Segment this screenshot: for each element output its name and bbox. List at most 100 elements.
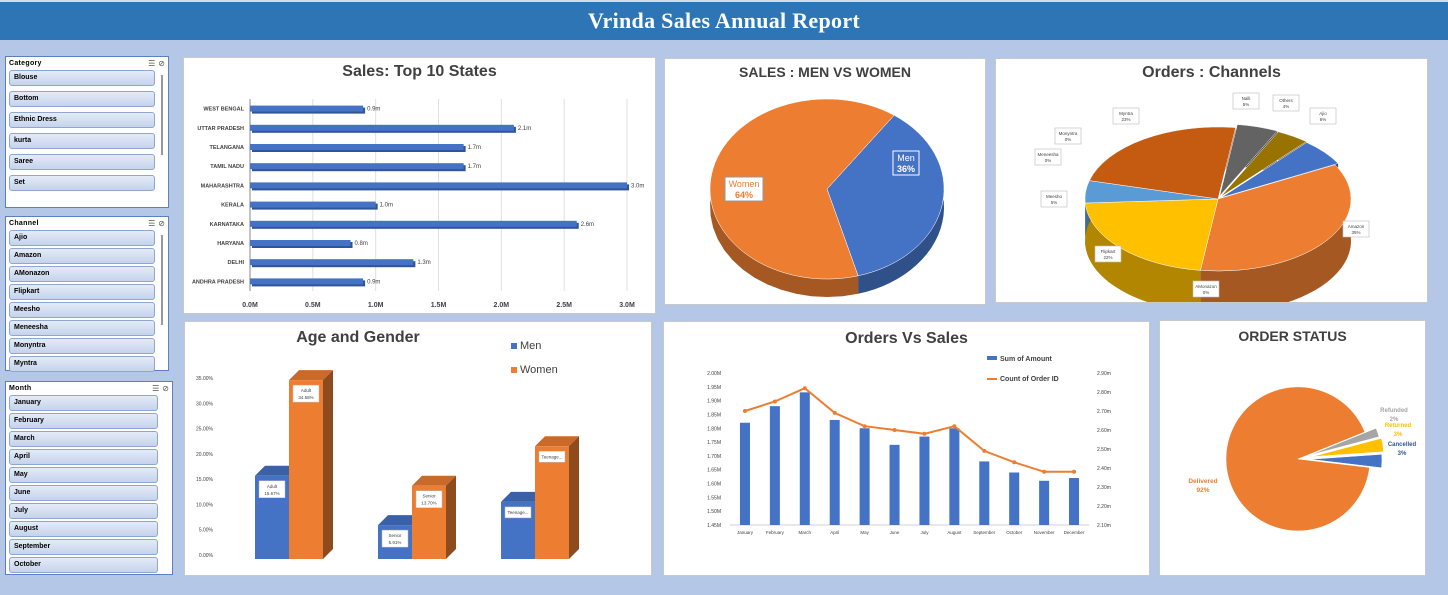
- category-items: Blouse Bottom Ethnic Dress kurta Saree Set: [6, 70, 168, 191]
- x-tick-label: December: [1064, 530, 1085, 535]
- slicer-item-myntra[interactable]: Myntra: [9, 356, 155, 372]
- slicer-item-set[interactable]: Set: [9, 175, 155, 191]
- bar-month: [859, 428, 870, 525]
- channel-label-name: Meesho: [1046, 194, 1063, 199]
- status-slice-cancelled: [1309, 454, 1383, 469]
- line-point: [952, 424, 957, 429]
- slicer-item-june[interactable]: June: [9, 485, 158, 501]
- slicer-item-september[interactable]: September: [9, 539, 158, 555]
- multi-select-icon[interactable]: ☰: [148, 58, 156, 68]
- category-label: WEST BENGAL: [203, 107, 244, 113]
- y-right-tick: 2.50m: [1097, 447, 1111, 453]
- data-label-box: [258, 480, 286, 499]
- slicer-item-july[interactable]: July: [9, 503, 158, 519]
- line-point: [1042, 469, 1047, 474]
- slicer-item-ajio[interactable]: Ajio: [9, 230, 155, 246]
- slicer-item-ethnic-dress[interactable]: Ethnic Dress: [9, 112, 155, 128]
- bar: [250, 163, 464, 170]
- slicer-item-march[interactable]: March: [9, 431, 158, 447]
- data-label-box: [292, 384, 320, 403]
- slicer-item-august[interactable]: August: [9, 521, 158, 537]
- y-left-tick: 1.80M: [707, 426, 721, 432]
- category-slicer: Category ☰ ⊘ Blouse Bottom Ethnic Dress kurt…: [5, 56, 169, 208]
- clear-filter-icon[interactable]: ⊘: [162, 383, 169, 393]
- slicer-item-kurta[interactable]: kurta: [9, 133, 155, 149]
- category-label: HARYANA: [217, 241, 244, 247]
- bar-month: [1069, 478, 1080, 525]
- channel-label-value: 5%: [1051, 200, 1058, 205]
- multi-select-icon[interactable]: ☰: [148, 218, 156, 228]
- bar-month: [979, 461, 990, 525]
- x-tick-label: November: [1034, 530, 1055, 535]
- slicer-item-saree[interactable]: Saree: [9, 154, 155, 170]
- bar: [250, 105, 364, 112]
- channel-label-name: Nalli: [1242, 96, 1251, 101]
- multi-select-icon[interactable]: ☰: [152, 383, 160, 393]
- clear-filter-icon[interactable]: ⊘: [158, 218, 165, 228]
- x-tick-label: April: [830, 530, 839, 535]
- data-label: Senior: [388, 533, 402, 538]
- slicer-item-meneesha[interactable]: Meneesha: [9, 320, 155, 336]
- men-label-box: [892, 150, 920, 176]
- bar: [250, 201, 376, 208]
- slicer-item-monyntra[interactable]: Monyntra: [9, 338, 155, 354]
- returned-label-value: 3%: [1394, 432, 1403, 438]
- bar: [250, 278, 364, 285]
- channel-label-name: Myntra: [1119, 111, 1133, 116]
- channel-label-value: 0%: [1065, 137, 1072, 142]
- y-left-tick: 1.85M: [707, 412, 721, 418]
- bar-month: [949, 428, 960, 525]
- legend-label: Sum of Amount: [1000, 356, 1053, 363]
- bar-side: [569, 436, 579, 559]
- x-tick-label: March: [799, 530, 812, 535]
- y-tick-label: 30.00%: [196, 401, 214, 407]
- bar-month: [799, 392, 810, 525]
- slicer-item-amazon[interactable]: Amazon: [9, 248, 155, 264]
- slicer-item-may[interactable]: May: [9, 467, 158, 483]
- bar-top: [378, 515, 422, 526]
- report-title: Vrinda Sales Annual Report: [587, 8, 861, 33]
- slicer-item-blouse[interactable]: Blouse: [9, 70, 155, 86]
- slicer-item-flipkart[interactable]: Flipkart: [9, 284, 155, 300]
- slicer-item-meesho[interactable]: Meesho: [9, 302, 155, 318]
- men-women-title: SALES : MEN VS WOMEN: [739, 64, 911, 80]
- data-label: 15.67%: [264, 491, 279, 496]
- slicer-item-january[interactable]: January: [9, 395, 158, 411]
- ch-slice-myntra: [1089, 126, 1236, 200]
- channel-scrollbar[interactable]: [161, 235, 163, 325]
- ch-slice-ajio: [1220, 142, 1339, 198]
- channel-label-box: [1054, 127, 1082, 145]
- channel-slicer-title: Channel: [9, 220, 39, 227]
- y-left-tick: 1.95M: [707, 385, 721, 391]
- data-label: 2.6m: [581, 222, 594, 228]
- bar-top: [412, 475, 456, 486]
- slicer-item-april[interactable]: April: [9, 449, 158, 465]
- data-label: 0.9m: [367, 279, 380, 285]
- category-label: DELHI: [228, 260, 245, 266]
- bar-month: [739, 422, 750, 525]
- slicer-item-amonazon[interactable]: AMonazon: [9, 266, 155, 282]
- slicer-item-bottom[interactable]: Bottom: [9, 91, 155, 107]
- refunded-label-name: Refunded: [1380, 408, 1408, 414]
- line-point: [802, 386, 807, 391]
- slicer-item-february[interactable]: February: [9, 413, 158, 429]
- y-tick-label: 15.00%: [196, 477, 214, 483]
- channel-label-box: [1112, 107, 1140, 125]
- orders-sales-panel: Orders Vs Sales 1.45M 1.50M 1.55M 1.60M 1.65…: [663, 321, 1150, 576]
- states-chart-title: Sales: Top 10 States: [342, 63, 497, 80]
- channel-label-name: Flipkart: [1101, 249, 1117, 254]
- status-slice-refunded: [1309, 427, 1380, 456]
- bar-top: [289, 370, 333, 381]
- delivered-label-value: 92%: [1196, 487, 1209, 494]
- data-label-box: [504, 506, 532, 519]
- slicer-item-october[interactable]: October: [9, 557, 158, 573]
- x-tick-label: May: [860, 530, 869, 535]
- bar-women: [289, 380, 323, 559]
- clear-filter-icon[interactable]: ⊘: [158, 58, 165, 68]
- channel-label-value: 4%: [1283, 104, 1290, 109]
- cancelled-label-value: 3%: [1398, 451, 1407, 457]
- y-tick-label: 5.00%: [199, 528, 214, 534]
- category-scrollbar[interactable]: [161, 75, 163, 155]
- data-label: Teenage...: [541, 454, 562, 459]
- channel-items: Ajio Amazon AMonazon Flipkart Meesho Meneesha…: [6, 230, 168, 372]
